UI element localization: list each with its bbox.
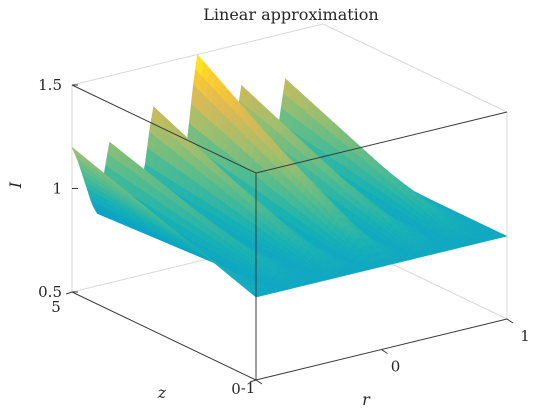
front-axes-box: [71, 84, 508, 381]
y-tick-label: 5: [51, 298, 61, 316]
surface-patches: [71, 54, 508, 298]
y-tick-5: [65, 291, 73, 295]
z-tick-label: 1.5: [38, 76, 62, 94]
y-axis-label: z: [157, 383, 167, 402]
back-box-line-2: [322, 23, 508, 113]
x-tick-label: 1: [520, 327, 530, 345]
front-box-line-4: [71, 291, 257, 381]
front-box-line-1: [71, 84, 257, 174]
front-box-line-2: [255, 111, 508, 174]
chart-title: Linear approximation: [203, 5, 378, 24]
z-tick-label: 0.5: [38, 283, 62, 301]
x-tick--1: [255, 379, 263, 385]
y-tick-label: 0: [231, 380, 241, 398]
x-tick-label: -1: [241, 379, 256, 397]
z-axis-label: I: [6, 181, 25, 189]
x-tick-0: [381, 349, 388, 354]
x-axis-label: r: [362, 390, 371, 409]
x-tick-1: [506, 318, 514, 324]
x-tick-label: 0: [391, 358, 401, 376]
y-tick-0: [249, 379, 257, 383]
surface-patch: [498, 233, 508, 237]
z-tick-label: 1: [52, 180, 62, 198]
